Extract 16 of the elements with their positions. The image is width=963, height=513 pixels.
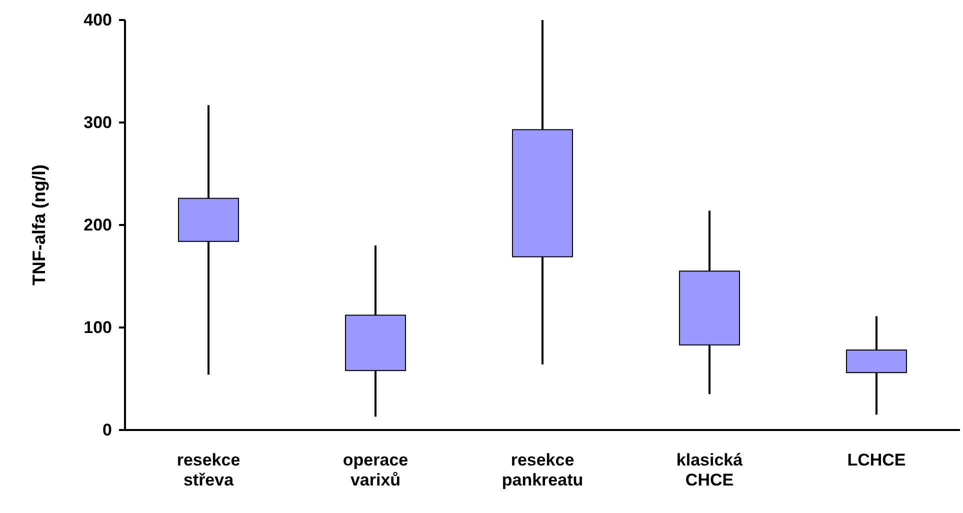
candlestick — [679, 210, 740, 396]
x-tick-label: klasická CHCE — [676, 450, 744, 490]
x-tick-label: LCHCE — [847, 450, 906, 470]
y-tick-label: 200 — [84, 215, 112, 234]
candlestick — [846, 315, 907, 416]
candlestick — [178, 104, 239, 376]
y-tick-label: 400 — [84, 10, 112, 30]
y-tick-label: 100 — [84, 318, 112, 337]
x-tick-label: resekce pankreatu — [502, 450, 584, 490]
candlestick — [345, 244, 406, 418]
y-tick-label: 0 — [102, 420, 112, 440]
y-axis-title: TNF-alfa (ng/l) — [29, 164, 49, 286]
x-tick-label: operace varixů — [342, 450, 408, 490]
candlestick — [512, 19, 573, 366]
y-tick-label: 300 — [84, 112, 112, 132]
x-tick-label: resekce střeva — [176, 450, 240, 490]
